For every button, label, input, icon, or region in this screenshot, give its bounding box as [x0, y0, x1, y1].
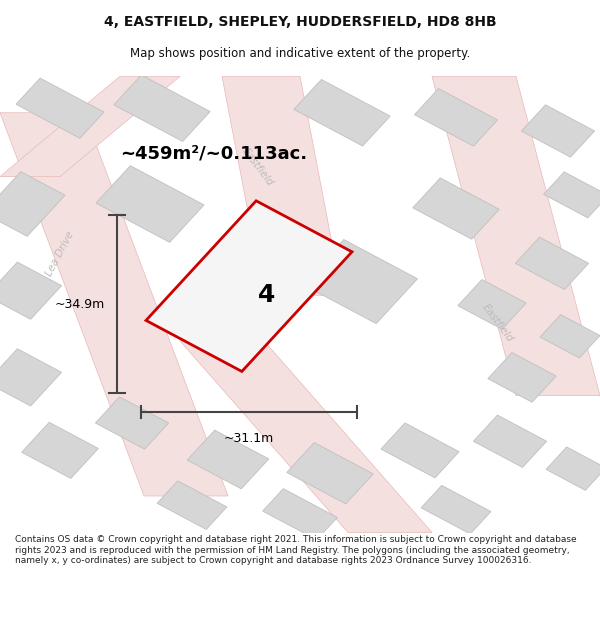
Polygon shape [515, 237, 589, 289]
Polygon shape [294, 79, 390, 146]
Text: 4: 4 [259, 283, 275, 308]
Text: Lea Drive: Lea Drive [44, 230, 76, 278]
Polygon shape [0, 172, 65, 236]
Polygon shape [96, 166, 204, 242]
Text: Eastfield: Eastfield [481, 302, 515, 344]
Text: Map shows position and indicative extent of the property.: Map shows position and indicative extent… [130, 48, 470, 60]
Polygon shape [421, 486, 491, 534]
Polygon shape [0, 112, 228, 496]
Polygon shape [0, 349, 62, 406]
Polygon shape [157, 481, 227, 529]
Polygon shape [415, 89, 497, 146]
Polygon shape [381, 423, 459, 478]
Text: ~459m²/~0.113ac.: ~459m²/~0.113ac. [120, 145, 307, 162]
Polygon shape [458, 279, 526, 329]
Text: 4, EASTFIELD, SHEPLEY, HUDDERSFIELD, HD8 8HB: 4, EASTFIELD, SHEPLEY, HUDDERSFIELD, HD8… [104, 15, 496, 29]
Polygon shape [22, 422, 98, 478]
Polygon shape [546, 447, 600, 490]
Polygon shape [413, 178, 499, 239]
Polygon shape [521, 105, 595, 157]
Polygon shape [540, 314, 600, 358]
Text: ~31.1m: ~31.1m [224, 432, 274, 445]
Polygon shape [544, 172, 600, 218]
Polygon shape [432, 76, 600, 396]
Polygon shape [16, 78, 104, 138]
Polygon shape [114, 75, 210, 141]
Text: Contains OS data © Crown copyright and database right 2021. This information is : Contains OS data © Crown copyright and d… [15, 535, 577, 565]
Polygon shape [488, 352, 556, 402]
Polygon shape [302, 239, 418, 324]
Polygon shape [263, 489, 337, 540]
Polygon shape [187, 430, 269, 489]
Polygon shape [0, 76, 180, 177]
Polygon shape [0, 262, 62, 319]
Polygon shape [180, 341, 432, 532]
Polygon shape [473, 415, 547, 468]
Polygon shape [146, 201, 352, 371]
Text: ~34.9m: ~34.9m [55, 298, 105, 311]
Polygon shape [95, 397, 169, 449]
Polygon shape [287, 442, 373, 504]
Text: Eastfield: Eastfield [241, 147, 275, 188]
Polygon shape [222, 76, 342, 295]
